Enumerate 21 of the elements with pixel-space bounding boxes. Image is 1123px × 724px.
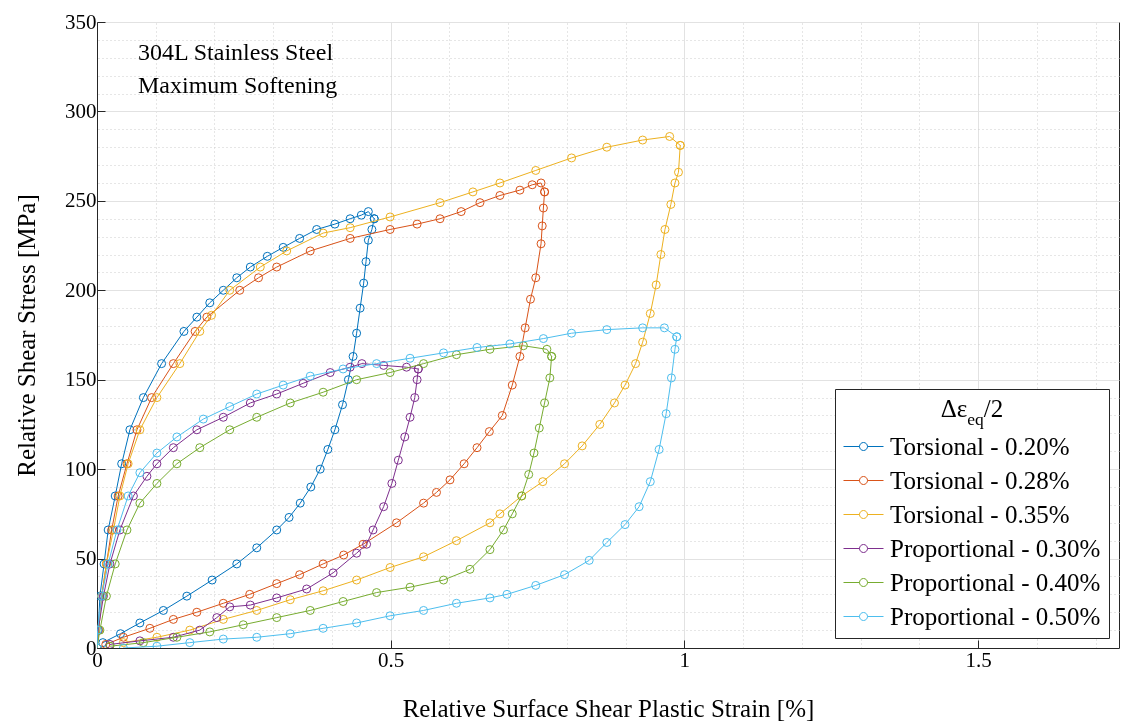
y-axis-title: Relative Shear Stress [MPa] <box>12 194 40 477</box>
x-tick-label: 1 <box>679 647 691 672</box>
x-axis-title: Relative Surface Shear Plastic Strain [%] <box>402 694 815 722</box>
y-tick-label: 350 <box>65 9 97 34</box>
x-tick-label: 0.5 <box>378 647 405 672</box>
x-tick-label: 1.5 <box>965 647 992 672</box>
legend-label: Proportional - 0.40% <box>890 568 1101 596</box>
legend-label: Torsional - 0.35% <box>890 500 1070 528</box>
annotation: 304L Stainless Steel <box>138 39 334 65</box>
y-tick-label: 300 <box>65 98 97 123</box>
y-tick-label: 100 <box>65 456 97 481</box>
legend-label: Proportional - 0.50% <box>890 602 1101 630</box>
legend-title: Δε$_{eq}$/2 <box>940 395 1004 429</box>
y-tick-label: 250 <box>65 188 97 213</box>
legend-label: Torsional - 0.20% <box>890 432 1070 460</box>
legend-label: Torsional - 0.28% <box>890 466 1070 494</box>
y-tick-label: 50 <box>75 546 97 571</box>
annotation: Maximum Softening <box>138 72 338 98</box>
y-tick-label: 150 <box>65 367 97 392</box>
y-tick-label: 200 <box>65 277 97 302</box>
legend-label: Proportional - 0.30% <box>890 534 1101 562</box>
